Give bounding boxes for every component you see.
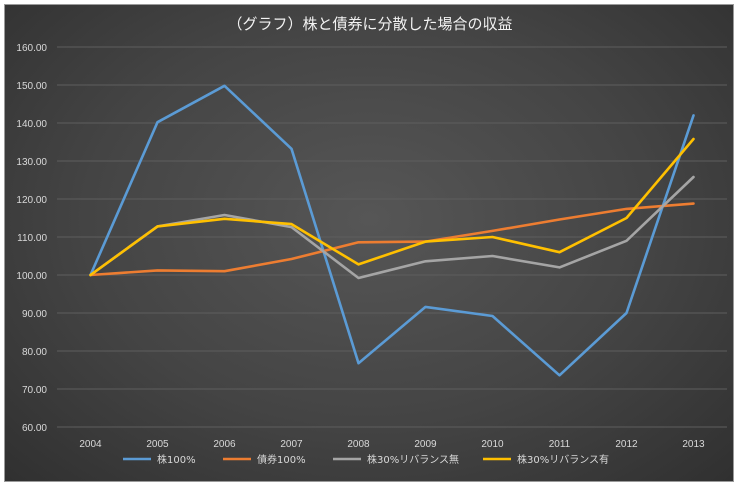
y-tick-label: 80.00 — [22, 347, 47, 358]
y-tick-label: 160.00 — [16, 43, 47, 54]
legend-label: 債券100% — [257, 453, 306, 466]
legend: 株100% 債券100% 株30%リバランス無 株30%リバランス有 — [123, 453, 609, 466]
series-line-2 — [89, 202, 695, 277]
y-tick-label: 140.00 — [16, 119, 47, 130]
series-line-4 — [89, 137, 695, 277]
chart-title: （グラフ）株と債券に分散した場合の収益 — [227, 15, 512, 33]
legend-label: 株30%リバランス有 — [517, 453, 609, 466]
y-tick-label: 70.00 — [22, 385, 47, 396]
legend-label: 株100% — [157, 453, 196, 466]
chart-area: （グラフ）株と債券に分散した場合の収益 60.00 70.00 80.00 90.00… — [4, 4, 734, 482]
y-axis-ticks: 60.00 70.00 80.00 90.00 100.00 110.00 120.00 13… — [16, 43, 47, 434]
series-lines — [89, 84, 695, 377]
series-line-1 — [89, 84, 695, 377]
x-tick-label: 2009 — [414, 439, 437, 450]
gridlines — [57, 46, 727, 428]
x-tick-label: 2006 — [213, 439, 236, 450]
x-tick-label: 2005 — [146, 439, 169, 450]
y-tick-label: 150.00 — [16, 81, 47, 92]
x-tick-label: 2011 — [549, 439, 571, 450]
y-tick-label: 130.00 — [16, 157, 47, 168]
x-tick-label: 2010 — [481, 439, 504, 450]
x-tick-label: 2004 — [79, 439, 102, 450]
x-tick-label: 2008 — [347, 439, 370, 450]
y-tick-label: 110.00 — [17, 233, 47, 244]
series-line-3 — [89, 175, 695, 280]
line-chart: （グラフ）株と債券に分散した場合の収益 60.00 70.00 80.00 90.00… — [16, 15, 727, 466]
x-tick-label: 2007 — [280, 439, 303, 450]
x-tick-label: 2013 — [682, 439, 705, 450]
y-tick-label: 120.00 — [16, 195, 47, 206]
y-tick-label: 60.00 — [22, 423, 47, 434]
y-tick-label: 100.00 — [16, 271, 47, 282]
legend-label: 株30%リバランス無 — [367, 453, 459, 466]
x-axis-ticks: 2004 2005 2006 2007 2008 2009 2010 2011 2012 2013 — [79, 439, 705, 450]
x-tick-label: 2012 — [615, 439, 638, 450]
y-tick-label: 90.00 — [22, 309, 47, 320]
